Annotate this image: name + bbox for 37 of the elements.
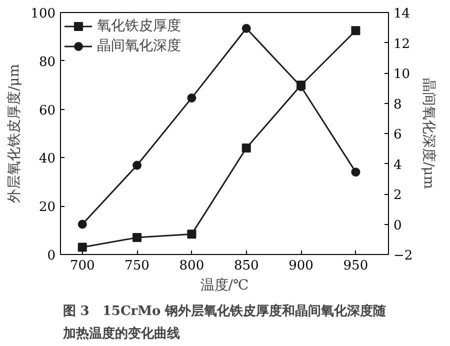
y2-tick-label: 0 (394, 218, 402, 234)
y-axis-title: 外层氧化铁皮厚度/μm (6, 64, 23, 204)
text: 图 3 15CrMo 钢外层氧化铁皮厚度和晶间氧化深度随加热温度的变化曲线 (62, 303, 388, 342)
point (351, 26, 360, 36)
point (132, 233, 142, 242)
x-tick-label: 850 (234, 258, 259, 274)
y2-tick-label: 14 (394, 6, 410, 22)
y2-tick-label: −2 (394, 248, 413, 264)
x-tick-label: 950 (343, 258, 368, 274)
point (187, 230, 196, 239)
point (242, 144, 251, 153)
y-tick-label: 60 (38, 103, 56, 118)
legend-label: 晶间氧化深度 (97, 37, 181, 55)
legend-label: 氧化铁皮厚度 (97, 17, 181, 35)
point (78, 242, 87, 252)
y-tick-label: 40 (38, 152, 56, 167)
point (242, 24, 251, 33)
x-tick-label: 750 (124, 258, 150, 274)
y-tick-label: 100 (30, 6, 56, 22)
x-tick-label: 900 (288, 258, 314, 274)
y-tick-label: 0 (47, 248, 56, 264)
y2-tick-label: 12 (394, 36, 410, 52)
point (351, 168, 360, 177)
x-axis-title: 温度/℃ (200, 278, 249, 294)
y2-tick-label: 2 (394, 188, 402, 203)
y2-tick-label: 6 (394, 128, 402, 142)
y2-tick-label: 10 (394, 67, 410, 82)
point (187, 93, 196, 102)
y2-tick-label: 8 (394, 97, 402, 112)
point (78, 220, 87, 229)
x-tick-label: 700 (70, 258, 95, 274)
y2-tick-label: 4 (394, 158, 402, 173)
x-tick-label: 800 (179, 258, 204, 274)
y-tick-label: 80 (38, 54, 56, 70)
y2-axis-title: 晶间氧化深度/μm (420, 78, 437, 190)
point (132, 160, 142, 170)
y-tick-label: 20 (38, 200, 56, 216)
